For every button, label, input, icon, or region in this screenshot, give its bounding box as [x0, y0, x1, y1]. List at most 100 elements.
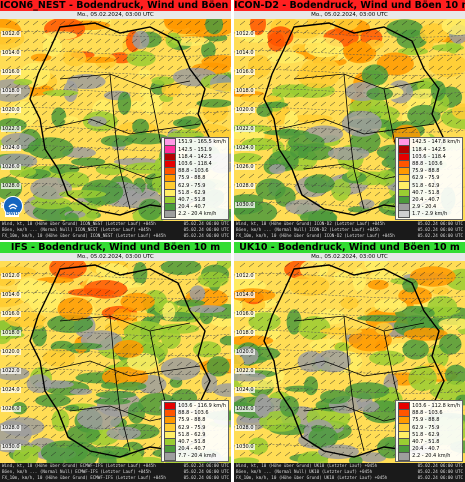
wind-barb [140, 56, 147, 62]
legend-label: 118.4 - 142.5 [178, 153, 212, 160]
panel-ifs: IFS - Bodendruck, Wind und Böen 10 m Mo.,… [0, 242, 231, 482]
wind-barb [374, 119, 381, 125]
wind-barb [455, 38, 462, 44]
wind-barb [50, 424, 57, 430]
wind-barb [257, 370, 264, 376]
wind-barb [302, 209, 309, 215]
wind-barb [113, 406, 120, 412]
wind-barb [365, 325, 372, 331]
wind-barb [383, 451, 390, 457]
wind-barb [59, 397, 66, 403]
wind-barb [50, 191, 57, 197]
wind-barb [302, 92, 309, 98]
gust-patch [374, 299, 407, 313]
wind-barb [149, 316, 156, 322]
wind-barb [32, 47, 39, 53]
wind-barb [212, 289, 219, 295]
wind-barb [392, 92, 399, 98]
wind-barb [347, 433, 354, 439]
wind-barb [338, 182, 345, 188]
wind-barb [329, 137, 336, 143]
wind-barb [167, 65, 174, 71]
footer-valid-time: 05.02.24 06:00 UTC [183, 475, 229, 481]
wind-barb [95, 110, 102, 116]
footer-valid-time: 05.02.24 06:00 UTC [183, 227, 229, 233]
gust-patch [27, 137, 74, 160]
wind-barb [86, 289, 93, 295]
wind-barb [428, 298, 435, 304]
wind-barb [419, 101, 426, 107]
wind-barb [95, 155, 102, 161]
wind-barb [122, 146, 129, 152]
wind-barb [257, 164, 264, 170]
wind-barb [212, 316, 219, 322]
wind-barb [212, 298, 219, 304]
wind-barb [23, 146, 30, 152]
wind-barb [185, 280, 192, 286]
wind-barb [131, 146, 138, 152]
wind-barb [221, 110, 228, 116]
wind-barb [365, 209, 372, 215]
wind-barb [374, 191, 381, 197]
legend-label: 20.4 - 40.7 [412, 446, 440, 453]
state-border [343, 315, 365, 452]
wind-barb [167, 29, 174, 35]
wind-barb [374, 289, 381, 295]
wind-barb [95, 182, 102, 188]
isobar-line [0, 88, 231, 95]
wind-barb [311, 325, 318, 331]
wind-barb [149, 173, 156, 179]
wind-barb [77, 352, 84, 358]
wind-barb [77, 388, 84, 394]
wind-barb [77, 298, 84, 304]
wind-barb [356, 316, 363, 322]
wind-barb [374, 29, 381, 35]
wind-barb [68, 200, 75, 206]
footer-parameter: Böen, km/h ... (Normal Null) UK10 (Letzt… [236, 469, 373, 475]
wind-barb [41, 20, 48, 26]
wind-barb [167, 361, 174, 367]
wind-barb [122, 316, 129, 322]
footer-parameter: Böen, km/h ... (Normal Null) ICON_NEST (… [2, 227, 151, 233]
wind-barb [365, 379, 372, 385]
wind-barb [338, 388, 345, 394]
wind-barb [329, 74, 336, 80]
legend-label: 2.9 - 20.4 [412, 204, 437, 211]
wind-barb [446, 271, 453, 277]
wind-barb [275, 65, 282, 71]
wind-barb [149, 433, 156, 439]
wind-barb [149, 343, 156, 349]
wind-barb [446, 361, 453, 367]
wind-barb [158, 361, 165, 367]
wind-barb [311, 173, 318, 179]
wind-barb [311, 155, 318, 161]
wind-barb [293, 65, 300, 71]
gust-patch [124, 133, 170, 145]
wind-barb [95, 29, 102, 35]
wind-barb [419, 307, 426, 313]
wind-barb [23, 209, 30, 215]
wind-barb [50, 298, 57, 304]
wind-barb [428, 29, 435, 35]
legend-label: 118.4 - 142.5 [412, 146, 446, 153]
wind-barb [338, 289, 345, 295]
legend-label: 88.8 - 103.6 [412, 160, 443, 167]
legend-entry: 2.2 - 20.4 km/h [398, 452, 460, 461]
wind-barb [347, 164, 354, 170]
wind-barb [59, 155, 66, 161]
gust-patch [161, 82, 181, 97]
wind-barb [374, 325, 381, 331]
wind-barb [86, 47, 93, 53]
wind-barb [437, 379, 444, 385]
wind-barb [185, 271, 192, 277]
wind-barb [14, 191, 21, 197]
wind-barb [284, 110, 291, 116]
wind-barb [41, 155, 48, 161]
wind-barb [203, 47, 210, 53]
wind-barb [32, 146, 39, 152]
run-time-label: Mo., 05.02.2024, 03:00 UTC [0, 11, 231, 19]
gust-legend: 103.6 - 116.9 km/h 88.8 - 103.6 75.9 - 88.… [161, 400, 229, 462]
wind-barb [437, 56, 444, 62]
wind-barb [32, 307, 39, 313]
gust-patch [254, 393, 271, 418]
